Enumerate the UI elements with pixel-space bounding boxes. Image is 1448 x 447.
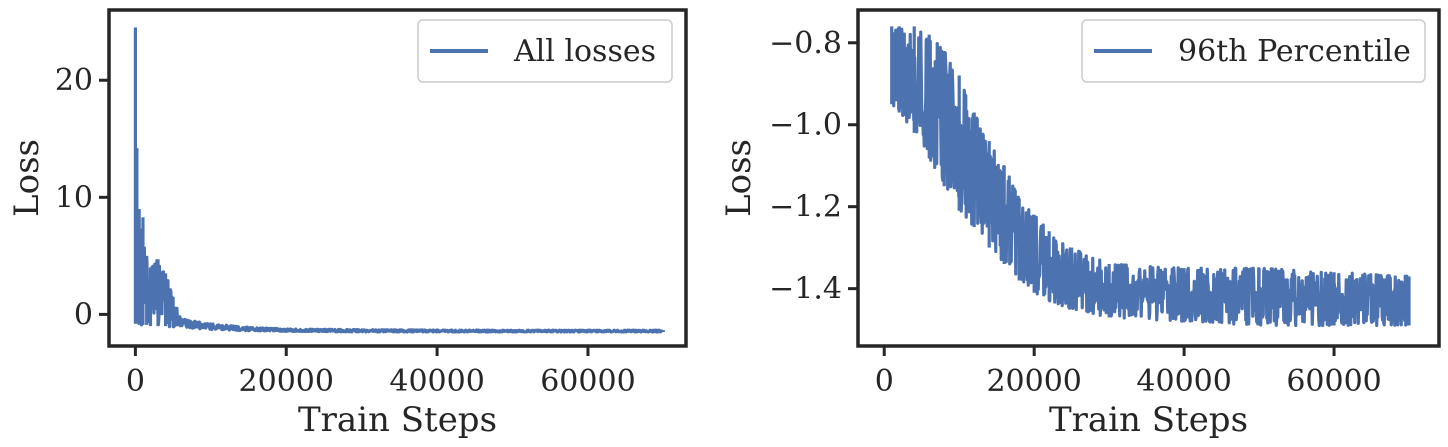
y-tick-label: −1.4	[769, 272, 842, 307]
x-axis-label: Train Steps	[1049, 400, 1248, 440]
legend-label: All losses	[513, 34, 656, 69]
y-tick-label: −0.8	[769, 26, 842, 61]
legend-box	[1081, 19, 1426, 83]
all-losses-chart: 0 20000 40000 60000 0 10 20 Train Steps Loss All …	[7, 8, 688, 440]
series-line-all-losses	[133, 27, 665, 334]
x-tick-label: 0	[126, 364, 145, 399]
x-tick-label: 60000	[1286, 364, 1381, 399]
y-tick-label: 10	[55, 180, 93, 215]
axes-frame	[107, 8, 688, 348]
legend: All losses	[417, 19, 673, 83]
plot-area	[133, 27, 665, 334]
y-axis-label: Loss	[7, 139, 47, 217]
axes-frame	[856, 8, 1441, 348]
x-tick-label: 40000	[1136, 364, 1231, 399]
y-tick-label: 20	[55, 63, 93, 98]
series-line-96th-percentile	[890, 26, 1411, 328]
y-axis-label: Loss	[719, 139, 759, 217]
x-tick-label: 0	[875, 364, 894, 399]
x-tick-label: 60000	[540, 364, 635, 399]
legend-label: 96th Percentile	[1178, 34, 1411, 69]
percentile-loss-chart: 0 20000 40000 60000 −0.8 −1.0 −1.2 −1.4 Train St…	[719, 8, 1441, 440]
y-tick-label: 0	[74, 297, 93, 332]
x-tick-label: 40000	[389, 364, 484, 399]
x-tick-label: 20000	[986, 364, 1081, 399]
x-axis-label: Train Steps	[298, 400, 497, 440]
x-tick-label: 20000	[239, 364, 334, 399]
legend: 96th Percentile	[1081, 19, 1426, 83]
y-tick-label: −1.0	[769, 108, 842, 143]
legend-box	[417, 19, 673, 83]
y-tick-label: −1.2	[769, 190, 842, 225]
plot-area	[890, 26, 1411, 328]
